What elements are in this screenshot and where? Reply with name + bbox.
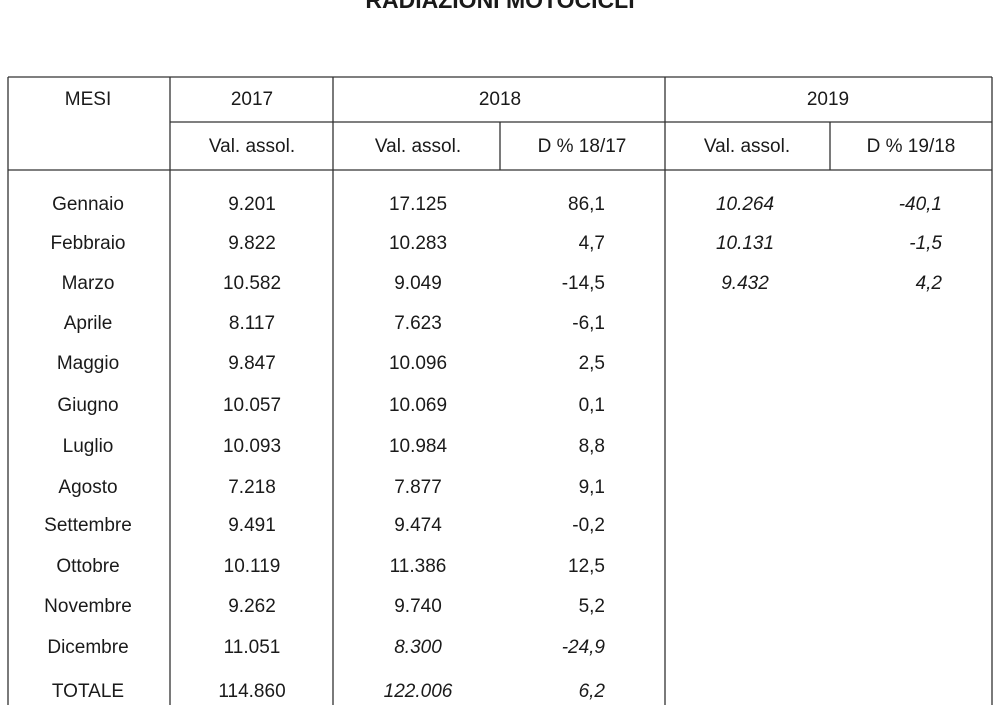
value-cell: -0,2 (572, 515, 605, 536)
value-cell: 9.822 (228, 233, 276, 254)
value-cell: -1,5 (909, 233, 942, 254)
value-cell: 10.093 (222, 436, 282, 457)
value-cell: 9.491 (228, 515, 276, 536)
value-cell: -24,9 (561, 637, 605, 658)
header-sub: Val. assol. (374, 136, 462, 157)
value-cell: -40,1 (898, 194, 942, 215)
value-cell: 10.069 (388, 395, 448, 416)
month-cell: Febbraio (50, 233, 126, 254)
value-cell: 9.432 (721, 273, 769, 294)
value-cell: 5,2 (578, 596, 605, 617)
header-sub: D % 19/18 (866, 136, 956, 157)
value-cell: 9.740 (394, 596, 442, 617)
value-cell: 4,2 (915, 273, 942, 294)
value-cell: 9.049 (394, 273, 442, 294)
month-cell: Settembre (44, 515, 132, 536)
value-cell: 9.201 (228, 194, 276, 215)
total-cell: 6,2 (578, 681, 605, 702)
value-cell: 10.984 (388, 436, 448, 457)
value-cell: 2,5 (578, 353, 605, 374)
month-cell: Agosto (58, 477, 118, 498)
value-cell: 9,1 (578, 477, 605, 498)
value-cell: 10.264 (715, 194, 775, 215)
value-cell: 10.283 (388, 233, 448, 254)
value-cell: 8,8 (578, 436, 605, 457)
value-cell: 8.117 (228, 313, 276, 334)
value-cell: 7.218 (228, 477, 276, 498)
header-year: 2017 (230, 89, 274, 110)
month-cell: Ottobre (56, 556, 120, 577)
month-cell: Luglio (62, 436, 114, 457)
value-cell: 10.582 (222, 273, 282, 294)
header-year: 2018 (478, 89, 522, 110)
month-cell: Aprile (63, 313, 113, 334)
value-cell: 7.623 (394, 313, 442, 334)
month-cell: Giugno (57, 395, 119, 416)
value-cell: 4,7 (578, 233, 605, 254)
value-cell: 86,1 (568, 194, 605, 215)
month-cell: Gennaio (52, 194, 124, 215)
month-cell: Marzo (61, 273, 115, 294)
value-cell: 11.386 (389, 556, 447, 577)
title: RADIAZIONI MOTOCICLI (365, 0, 635, 13)
month-cell: Dicembre (47, 637, 129, 658)
value-cell: 0,1 (578, 395, 605, 416)
value-cell: 11.051 (223, 637, 281, 658)
value-cell: -14,5 (561, 273, 605, 294)
total-label: TOTALE (51, 681, 125, 702)
value-cell: 17.125 (388, 194, 448, 215)
month-cell: Novembre (44, 596, 132, 617)
value-cell: 8.300 (394, 637, 442, 658)
total-cell: 122.006 (383, 681, 453, 702)
value-cell: -6,1 (572, 313, 605, 334)
value-cell: 10.096 (388, 353, 448, 374)
value-cell: 9.847 (228, 353, 276, 374)
month-cell: Maggio (56, 353, 120, 374)
header-sub: Val. assol. (208, 136, 296, 157)
value-cell: 7.877 (394, 477, 442, 498)
header-sub: Val. assol. (703, 136, 791, 157)
value-cell: 9.262 (228, 596, 276, 617)
total-cell: 114.860 (218, 681, 286, 702)
value-cell: 12,5 (568, 556, 605, 577)
value-cell: 10.119 (223, 556, 281, 577)
header-year: 2019 (806, 89, 850, 110)
header-cell: MESI (64, 89, 112, 110)
value-cell: 10.057 (222, 395, 282, 416)
value-cell: 10.131 (715, 233, 775, 254)
value-cell: 9.474 (394, 515, 442, 536)
header-sub: D % 18/17 (537, 136, 627, 157)
